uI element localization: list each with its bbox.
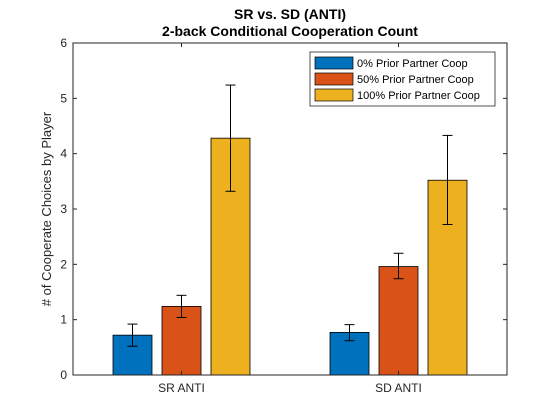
y-tick-label: 1	[60, 313, 67, 327]
legend-label-s2: 100% Prior Partner Coop	[357, 90, 480, 102]
chart-subtitle: 2-back Conditional Cooperation Count	[162, 23, 418, 39]
legend: 0% Prior Partner Coop 50% Prior Partner C…	[309, 51, 496, 107]
x-tick-label: SD ANTI	[375, 381, 422, 395]
chart-title: SR vs. SD (ANTI)	[234, 6, 346, 22]
y-tick-label: 0	[60, 368, 67, 382]
legend-swatch-s1	[314, 72, 354, 86]
legend-label-s1: 50% Prior Partner Coop	[357, 74, 474, 86]
bar-s1-cat1	[378, 266, 419, 376]
errorbars-layer	[127, 84, 453, 347]
y-tick-label: 2	[60, 257, 67, 271]
legend-swatch-s0	[314, 56, 354, 70]
y-axis-label: # of Cooperate Choices by Player	[39, 111, 54, 306]
y-tick-label: 4	[60, 147, 67, 161]
x-axis: SR ANTI SD ANTI	[158, 43, 422, 395]
bars-layer	[112, 137, 468, 376]
y-axis: 0 1 2 3 4 5 6	[60, 36, 507, 382]
y-tick-label: 5	[60, 91, 67, 105]
y-tick-label: 6	[60, 36, 67, 50]
x-tick-label: SR ANTI	[158, 381, 205, 395]
legend-label-s0: 0% Prior Partner Coop	[357, 58, 468, 70]
legend-swatch-s2	[314, 88, 354, 102]
y-tick-label: 3	[60, 202, 67, 216]
